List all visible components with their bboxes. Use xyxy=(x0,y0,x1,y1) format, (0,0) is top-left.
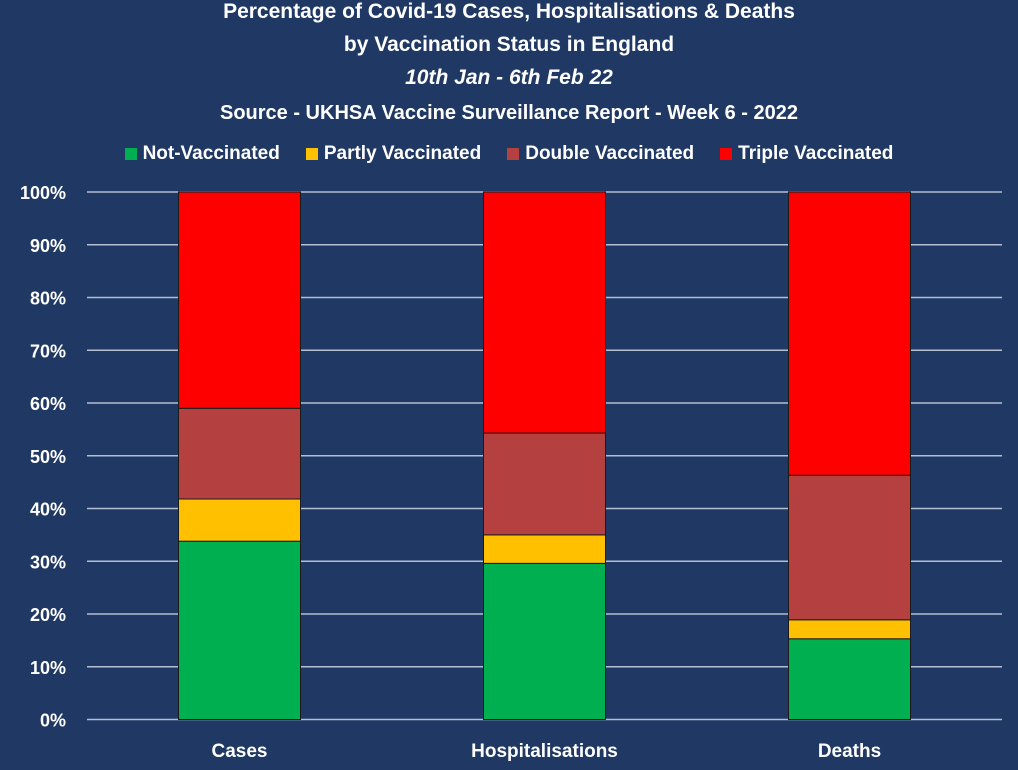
legend-label: Double Vaccinated xyxy=(525,143,695,164)
y-tick-label: 40% xyxy=(30,500,66,520)
bar-segment-not-vaccinated xyxy=(483,562,606,720)
legend: Not-Vaccinated Partly Vaccinated Double Va… xyxy=(0,143,1018,165)
bar-segment-double-vaccinated xyxy=(788,474,911,621)
y-tick-label: 50% xyxy=(30,447,66,467)
legend-swatch xyxy=(305,148,318,160)
x-tick-label: Hospitalisations xyxy=(471,741,618,762)
chart-title: Percentage of Covid-19 Cases, Hospitalis… xyxy=(223,0,795,23)
bar-segment-not-vaccinated xyxy=(788,638,911,720)
bar-segment-partly-vaccinated xyxy=(483,534,606,564)
bar-segment-partly-vaccinated xyxy=(178,498,301,542)
legend-label: Not-Vaccinated xyxy=(142,143,280,164)
y-tick-label: 60% xyxy=(30,394,66,414)
bar-segment-double-vaccinated xyxy=(178,407,301,500)
bar-segment-partly-vaccinated xyxy=(788,619,911,640)
bar-segment-triple-vaccinated xyxy=(178,191,301,409)
bar-segment-triple-vaccinated xyxy=(483,191,606,434)
y-tick-label: 100% xyxy=(20,183,66,203)
y-tick-label: 70% xyxy=(30,341,66,361)
y-tick-label: 20% xyxy=(30,605,66,625)
legend-item: Not-Vaccinated xyxy=(124,143,280,165)
y-tick-label: 90% xyxy=(30,236,66,256)
x-tick-label: Cases xyxy=(212,741,268,762)
bar-segment-triple-vaccinated xyxy=(788,191,911,476)
chart-subtitle: 10th Jan - 6th Feb 22 xyxy=(405,66,613,89)
legend-swatch xyxy=(124,148,137,160)
bar-segment-not-vaccinated xyxy=(178,540,301,721)
legend-item: Partly Vaccinated xyxy=(305,143,482,165)
legend-item: Triple Vaccinated xyxy=(720,143,893,165)
chart-title-line2: by Vaccination Status in England xyxy=(343,33,675,56)
y-tick-label: 30% xyxy=(30,552,66,572)
x-tick-label: Deaths xyxy=(818,741,881,762)
y-tick-label: 10% xyxy=(30,658,66,678)
chart-source: Source - UKHSA Vaccine Surveillance Repo… xyxy=(219,102,798,124)
legend-swatch xyxy=(507,148,520,160)
legend-label: Triple Vaccinated xyxy=(738,143,894,164)
y-tick-label: 80% xyxy=(30,289,66,309)
y-tick-label: 0% xyxy=(40,711,66,731)
legend-item: Double Vaccinated xyxy=(507,143,694,165)
legend-swatch xyxy=(720,148,733,160)
bar-segment-double-vaccinated xyxy=(483,432,606,536)
legend-label: Partly Vaccinated xyxy=(323,143,482,164)
